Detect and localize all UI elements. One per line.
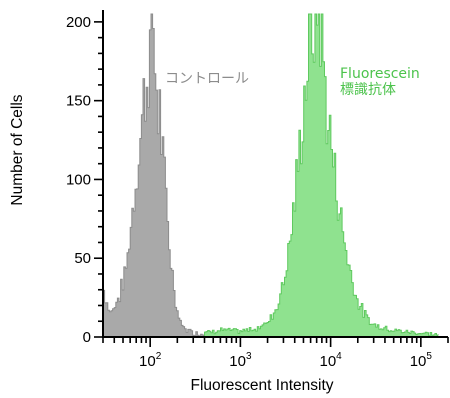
x-tick-base: 10: [410, 353, 427, 370]
x-tick-label: 105: [410, 351, 433, 370]
x-tick-exponent: 4: [336, 351, 342, 362]
series-2-area: [204, 13, 440, 338]
y-tick-label: 150: [66, 93, 91, 110]
x-tick-label: 104: [319, 351, 342, 370]
x-tick-exponent: 3: [246, 351, 252, 362]
y-tick-label: 200: [66, 14, 91, 31]
x-tick-label: 102: [139, 351, 162, 370]
series-2-label-line: Fluorescein: [340, 66, 420, 82]
x-tick-exponent: 2: [156, 351, 162, 362]
x-axis-title: Fluorescent Intensity: [190, 377, 333, 394]
x-tick-label: 103: [229, 351, 252, 370]
series-2-label: Fluorescein 標識抗体: [340, 66, 420, 98]
series-1-label: コントロール: [165, 71, 249, 87]
x-tick-base: 10: [139, 353, 156, 370]
plot-area: コントロール Fluorescein 標識抗体: [102, 13, 440, 338]
x-tick-base: 10: [229, 353, 246, 370]
series-1-label-line: コントロール: [165, 71, 249, 87]
x-tick-base: 10: [319, 353, 336, 370]
y-tick-label: 100: [66, 171, 91, 188]
x-tick-exponent: 5: [426, 351, 432, 362]
y-axis-title: Number of Cells: [9, 94, 26, 205]
y-tick-label: 50: [74, 250, 91, 267]
series-2-label-line: 標識抗体: [340, 82, 396, 98]
y-tick-label: 0: [83, 329, 91, 346]
series-1-area: [102, 13, 222, 338]
